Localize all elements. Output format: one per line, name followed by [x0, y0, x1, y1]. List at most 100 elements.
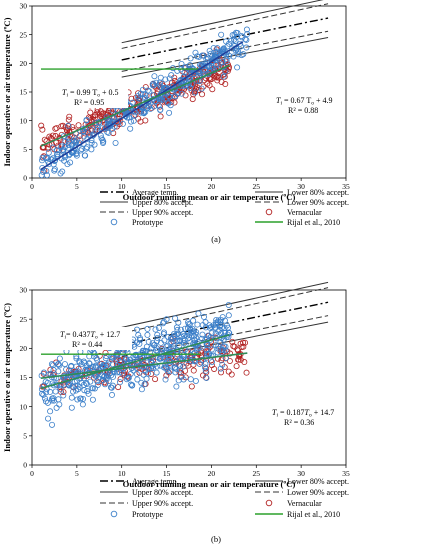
- data-point: [127, 125, 134, 132]
- y-tick-label: 5: [23, 145, 27, 154]
- data-point: [57, 386, 64, 393]
- legend-label-upper90: Upper 90% accept.: [132, 499, 193, 508]
- data-point: [230, 53, 237, 60]
- legend-label-lower80: Lower 80% accept.: [287, 188, 349, 197]
- data-point: [214, 45, 221, 52]
- data-point: [90, 113, 97, 120]
- data-point: [110, 130, 117, 137]
- data-point: [218, 369, 225, 376]
- data-point: [131, 108, 138, 115]
- data-point: [39, 164, 46, 171]
- data-point: [204, 55, 211, 62]
- data-point: [133, 326, 140, 333]
- data-point: [115, 384, 122, 391]
- data-point: [141, 381, 148, 388]
- data-point: [134, 376, 141, 383]
- data-point: [151, 341, 158, 348]
- y-tick-label: 20: [20, 59, 28, 68]
- data-point: [81, 359, 88, 366]
- legend-label-rijal: Rijal et al., 2010: [287, 218, 340, 227]
- data-point: [128, 95, 135, 102]
- data-point: [161, 337, 168, 344]
- legend-label-lower90: Lower 90% accept.: [287, 198, 349, 207]
- data-point: [40, 168, 47, 175]
- data-point: [65, 144, 72, 151]
- data-point: [91, 141, 98, 148]
- x-tick-label: 15: [163, 182, 171, 191]
- data-point: [211, 52, 218, 59]
- legend-label-upper90: Upper 90% accept.: [132, 208, 193, 217]
- x-tick-label: 0: [30, 469, 34, 478]
- data-point: [96, 111, 103, 118]
- data-point: [200, 63, 207, 70]
- data-point: [219, 361, 226, 368]
- data-point: [73, 150, 80, 157]
- data-point: [155, 324, 162, 331]
- data-point: [74, 396, 81, 403]
- data-point: [146, 88, 153, 95]
- eq-prototype: Ti= 0.437To + 12.7: [60, 330, 120, 341]
- x-tick-label: 30: [297, 182, 305, 191]
- data-point: [68, 363, 75, 370]
- data-point: [188, 358, 195, 365]
- eq-vernacular-r2: R² = 0.88: [288, 106, 318, 115]
- data-point: [136, 340, 143, 347]
- data-point: [220, 46, 227, 53]
- data-point: [66, 135, 73, 142]
- data-point: [50, 367, 57, 374]
- data-point: [64, 127, 71, 134]
- data-point: [175, 319, 182, 326]
- data-point: [182, 374, 189, 381]
- data-point: [60, 133, 67, 140]
- data-point: [60, 392, 67, 399]
- x-axis-label: Outdoor running mean or air temperature …: [123, 192, 296, 202]
- data-point: [68, 404, 75, 411]
- data-point: [239, 34, 246, 41]
- y-tick-label: 20: [20, 344, 28, 353]
- data-point: [168, 336, 175, 343]
- y-tick-label: 15: [20, 373, 28, 382]
- data-point: [193, 329, 200, 336]
- data-point: [198, 85, 205, 92]
- data-point: [39, 154, 46, 161]
- data-point: [157, 113, 164, 120]
- data-point: [194, 53, 201, 60]
- data-point: [189, 96, 196, 103]
- data-point: [240, 51, 247, 58]
- data-point: [155, 102, 162, 109]
- data-point: [226, 358, 233, 365]
- data-point: [135, 95, 142, 102]
- y-tick-label: 25: [20, 315, 28, 324]
- data-point: [45, 415, 52, 422]
- y-tick-label: 10: [20, 116, 28, 125]
- data-point: [240, 343, 247, 350]
- data-point: [109, 382, 116, 389]
- data-point: [41, 395, 48, 402]
- data-point: [162, 376, 169, 383]
- data-point: [171, 332, 178, 339]
- eq-prototype-r2: R² = 0.95: [74, 98, 104, 107]
- data-point: [144, 331, 151, 338]
- data-point: [41, 136, 48, 143]
- data-point: [158, 349, 165, 356]
- data-point: [190, 91, 197, 98]
- data-point: [75, 122, 82, 129]
- data-point: [160, 331, 167, 338]
- data-point: [174, 338, 181, 345]
- data-point: [89, 396, 96, 403]
- data-point: [143, 375, 150, 382]
- data-point: [194, 321, 201, 328]
- data-point: [120, 349, 127, 356]
- data-point: [180, 352, 187, 359]
- data-point: [69, 141, 76, 148]
- data-point: [43, 389, 50, 396]
- data-point: [199, 356, 206, 363]
- data-point: [50, 397, 57, 404]
- y-tick-label: 25: [20, 30, 28, 39]
- data-point: [73, 137, 80, 144]
- data-point: [54, 151, 61, 158]
- data-point: [243, 36, 250, 43]
- data-point: [77, 147, 84, 154]
- data-point: [57, 170, 64, 177]
- data-point: [135, 332, 142, 339]
